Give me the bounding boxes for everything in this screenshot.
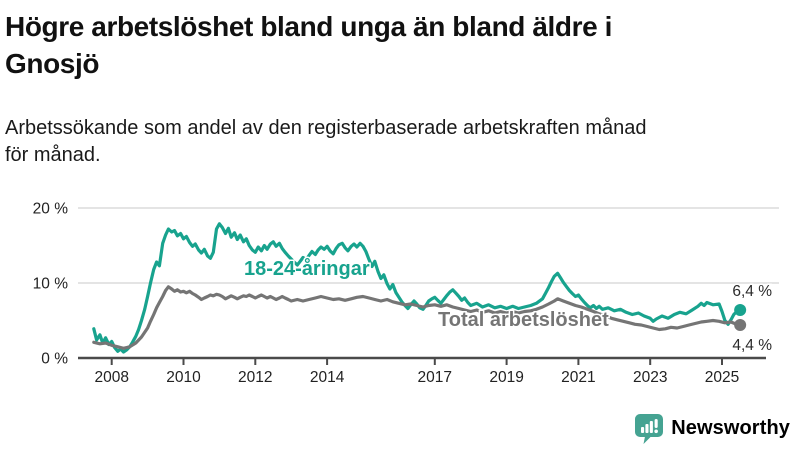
x-tick-label-2012: 2012: [238, 369, 272, 386]
y-tick-label-0: 0 %: [41, 351, 68, 368]
end-dot-young: [734, 304, 747, 316]
page-title: Högre arbetslöshet bland unga än bland ä…: [5, 8, 612, 82]
series-line-total: [92, 285, 740, 350]
end-value-label-young: 6,4 %: [732, 283, 772, 300]
x-tick-label-2014: 2014: [310, 369, 345, 386]
chart-speech-bubble-icon: [635, 414, 664, 444]
brand-name-label: Newsworthy: [671, 416, 790, 439]
series-line-young: [92, 222, 740, 354]
y-tick-label-10: 10 %: [33, 276, 69, 293]
end-value-label-total: 4,4 %: [732, 337, 772, 354]
chart-subtitle: Arbetssökande som andel av den registerb…: [5, 115, 647, 169]
x-tick-label-2010: 2010: [166, 369, 201, 386]
x-tick-label-2017: 2017: [418, 369, 452, 386]
newsworthy-logo: Newsworthy: [634, 412, 790, 444]
x-tick-label-2021: 2021: [561, 369, 595, 386]
subtitle-line-1: Arbetssökande som andel av den registerb…: [5, 117, 647, 139]
series-label-total: Total arbetslöshet: [438, 309, 609, 331]
x-tick-label-2008: 2008: [94, 369, 128, 386]
x-tick-label-2023: 2023: [633, 369, 667, 386]
end-dot-total: [734, 319, 747, 331]
unemployment-line-chart: 0 % 10 % 20 % 2008 2010 2012 2014 2017 2019 2021 2…: [33, 201, 779, 386]
x-tick-label-2019: 2019: [489, 369, 523, 386]
y-tick-label-20: 20 %: [33, 201, 69, 218]
x-tick-label-2025: 2025: [705, 369, 739, 386]
title-line-2: Gnosjö: [5, 48, 100, 79]
series-label-young: 18-24-åringar: [244, 257, 370, 280]
subtitle-line-2: för månad.: [5, 144, 101, 166]
title-line-1: Högre arbetslöshet bland unga än bland ä…: [5, 11, 613, 42]
